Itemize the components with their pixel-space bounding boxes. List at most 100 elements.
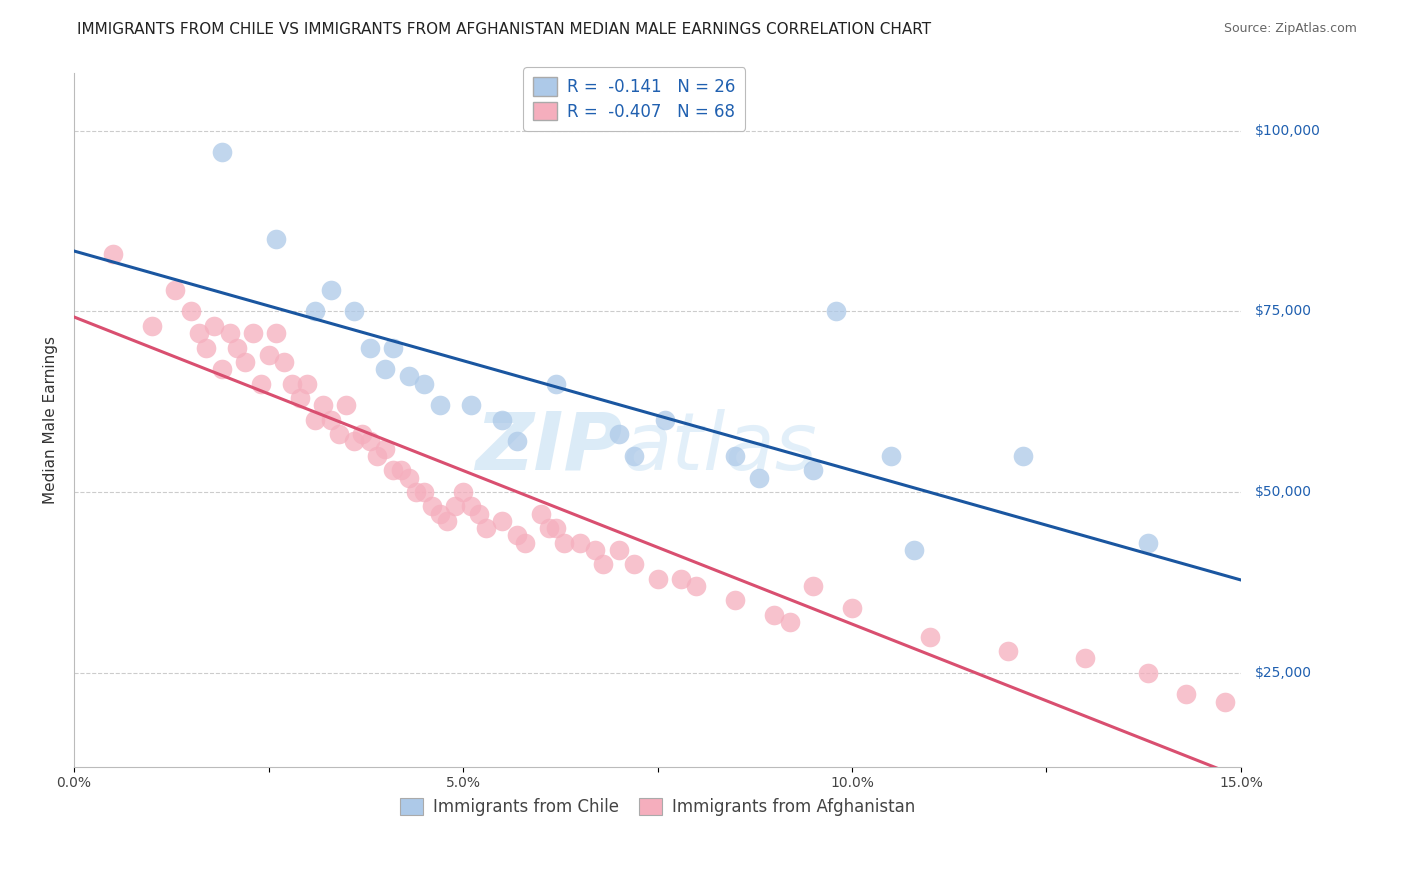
Point	[165, 283, 187, 297]
Point	[413, 485, 436, 500]
Point	[429, 398, 451, 412]
Point	[748, 470, 770, 484]
Point	[312, 398, 335, 412]
Point	[654, 413, 676, 427]
Point	[359, 434, 381, 449]
Point	[546, 376, 568, 391]
Point	[343, 434, 366, 449]
Point	[281, 376, 304, 391]
Point	[366, 449, 388, 463]
Point	[413, 376, 436, 391]
Point	[297, 376, 319, 391]
Point	[319, 283, 342, 297]
Point	[1136, 665, 1159, 680]
Point	[1175, 687, 1198, 701]
Point	[506, 528, 529, 542]
Point	[801, 579, 824, 593]
Point	[328, 427, 350, 442]
Point	[553, 535, 575, 549]
Point	[825, 304, 848, 318]
Text: Source: ZipAtlas.com: Source: ZipAtlas.com	[1223, 22, 1357, 36]
Point	[1136, 535, 1159, 549]
Text: atlas: atlas	[623, 409, 817, 486]
Point	[444, 500, 467, 514]
Point	[475, 521, 498, 535]
Point	[530, 507, 553, 521]
Text: $50,000: $50,000	[1254, 485, 1312, 499]
Point	[273, 355, 295, 369]
Text: $25,000: $25,000	[1254, 665, 1312, 680]
Text: $100,000: $100,000	[1254, 124, 1320, 137]
Point	[343, 304, 366, 318]
Point	[451, 485, 474, 500]
Point	[1074, 651, 1097, 665]
Point	[669, 572, 692, 586]
Point	[607, 542, 630, 557]
Point	[467, 507, 489, 521]
Point	[304, 413, 326, 427]
Point	[918, 630, 941, 644]
Point	[515, 535, 537, 549]
Point	[350, 427, 373, 442]
Point	[335, 398, 357, 412]
Point	[398, 470, 420, 484]
Point	[779, 615, 801, 629]
Point	[304, 304, 326, 318]
Point	[374, 362, 396, 376]
Text: ZIP: ZIP	[475, 409, 623, 486]
Point	[1012, 449, 1035, 463]
Point	[546, 521, 568, 535]
Point	[211, 362, 233, 376]
Point	[491, 514, 513, 528]
Point	[623, 449, 645, 463]
Point	[607, 427, 630, 442]
Point	[1215, 694, 1237, 708]
Point	[506, 434, 529, 449]
Point	[398, 369, 420, 384]
Point	[382, 463, 405, 477]
Point	[763, 607, 786, 622]
Legend: Immigrants from Chile, Immigrants from Afghanistan: Immigrants from Chile, Immigrants from A…	[391, 789, 924, 824]
Point	[211, 145, 233, 160]
Point	[405, 485, 427, 500]
Point	[429, 507, 451, 521]
Point	[266, 232, 288, 246]
Point	[319, 413, 342, 427]
Point	[880, 449, 903, 463]
Point	[801, 463, 824, 477]
Point	[436, 514, 458, 528]
Y-axis label: Median Male Earnings: Median Male Earnings	[44, 335, 58, 504]
Point	[724, 593, 747, 607]
Point	[382, 341, 405, 355]
Point	[374, 442, 396, 456]
Point	[841, 600, 863, 615]
Point	[101, 246, 124, 260]
Point	[242, 326, 264, 340]
Point	[647, 572, 669, 586]
Point	[592, 558, 614, 572]
Point	[685, 579, 707, 593]
Point	[583, 542, 606, 557]
Point	[491, 413, 513, 427]
Point	[288, 391, 311, 405]
Point	[389, 463, 412, 477]
Point	[460, 398, 482, 412]
Point	[233, 355, 256, 369]
Point	[359, 341, 381, 355]
Point	[420, 500, 443, 514]
Point	[141, 318, 163, 333]
Point	[537, 521, 560, 535]
Point	[226, 341, 249, 355]
Point	[724, 449, 747, 463]
Point	[257, 348, 280, 362]
Point	[266, 326, 288, 340]
Point	[903, 542, 925, 557]
Point	[460, 500, 482, 514]
Point	[997, 644, 1019, 658]
Point	[249, 376, 271, 391]
Point	[195, 341, 218, 355]
Text: $75,000: $75,000	[1254, 304, 1312, 318]
Point	[202, 318, 225, 333]
Point	[187, 326, 209, 340]
Point	[623, 558, 645, 572]
